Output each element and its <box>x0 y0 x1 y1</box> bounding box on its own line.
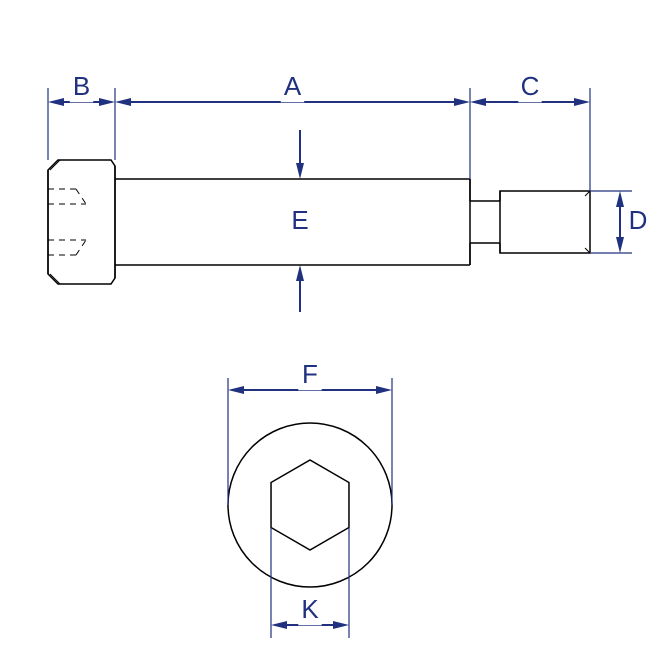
dim-B-label: B <box>73 71 90 101</box>
arrowhead <box>616 237 624 253</box>
arrowhead <box>470 98 486 106</box>
arrowhead <box>271 621 287 629</box>
arrowhead <box>574 98 590 106</box>
arrowhead <box>296 163 304 179</box>
dim-D-label: D <box>629 205 648 235</box>
head-circle <box>228 423 392 587</box>
hex-dash-5 <box>76 189 86 204</box>
dim-A-label: A <box>284 71 302 101</box>
dim-E-label: E <box>291 205 308 235</box>
arrowhead <box>454 98 470 106</box>
dim-F-label: F <box>302 359 318 389</box>
arrowhead <box>115 98 131 106</box>
arrowhead <box>228 386 244 394</box>
screw-head-outline <box>48 160 115 284</box>
arrowhead <box>48 98 64 106</box>
hex-socket <box>271 460 349 550</box>
hex-dash-6 <box>76 240 86 255</box>
head-chamfer-bot <box>50 274 60 284</box>
head-chamfer-top <box>50 160 60 170</box>
dim-K-label: K <box>301 594 319 624</box>
arrowhead <box>376 386 392 394</box>
shoulder-screw-diagram: B A C D E F K <box>0 0 670 670</box>
arrowhead <box>296 265 304 281</box>
arrowhead <box>333 621 349 629</box>
thread-outline <box>500 191 590 253</box>
dim-C-label: C <box>521 71 540 101</box>
arrowhead <box>99 98 115 106</box>
arrowhead <box>616 191 624 207</box>
